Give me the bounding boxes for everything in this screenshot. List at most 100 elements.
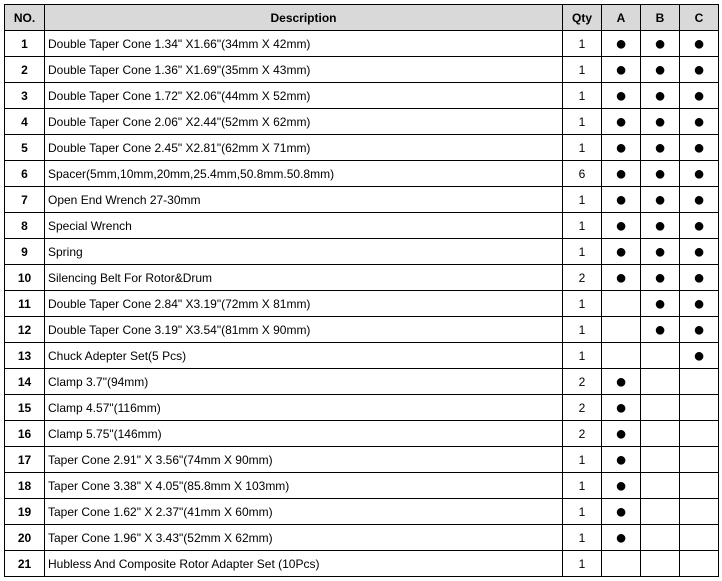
- parts-table: NO. Description Qty A B C 1Double Taper …: [4, 4, 719, 577]
- cell-a: ●: [602, 83, 641, 109]
- cell-no: 10: [5, 265, 45, 291]
- cell-no: 11: [5, 291, 45, 317]
- cell-qty: 6: [563, 161, 602, 187]
- cell-a: ●: [602, 109, 641, 135]
- cell-description: Spring: [45, 239, 563, 265]
- cell-c: ●: [680, 187, 719, 213]
- table-row: 15Clamp 4.57"(116mm)2●: [5, 395, 719, 421]
- table-row: 4Double Taper Cone 2.06" X2.44"(52mm X 6…: [5, 109, 719, 135]
- cell-description: Clamp 5.75"(146mm): [45, 421, 563, 447]
- cell-b: ●: [641, 135, 680, 161]
- cell-qty: 1: [563, 57, 602, 83]
- cell-no: 1: [5, 31, 45, 57]
- cell-a: ●: [602, 57, 641, 83]
- cell-a: ●: [602, 447, 641, 473]
- cell-c: ●: [680, 317, 719, 343]
- cell-description: Taper Cone 2.91" X 3.56"(74mm X 90mm): [45, 447, 563, 473]
- cell-b: ●: [641, 83, 680, 109]
- cell-qty: 1: [563, 447, 602, 473]
- cell-a: ●: [602, 187, 641, 213]
- cell-c: ●: [680, 83, 719, 109]
- cell-qty: 2: [563, 369, 602, 395]
- cell-c: ●: [680, 161, 719, 187]
- cell-c: ●: [680, 57, 719, 83]
- cell-qty: 1: [563, 291, 602, 317]
- table-row: 20Taper Cone 1.96" X 3.43"(52mm X 62mm)1…: [5, 525, 719, 551]
- col-header-c: C: [680, 5, 719, 31]
- cell-qty: 1: [563, 525, 602, 551]
- cell-b: [641, 343, 680, 369]
- cell-c: [680, 369, 719, 395]
- cell-description: Double Taper Cone 1.72" X2.06"(44mm X 52…: [45, 83, 563, 109]
- table-row: 21Hubless And Composite Rotor Adapter Se…: [5, 551, 719, 577]
- cell-b: ●: [641, 291, 680, 317]
- table-row: 6Spacer(5mm,10mm,20mm,25.4mm,50.8mm.50.8…: [5, 161, 719, 187]
- cell-description: Spacer(5mm,10mm,20mm,25.4mm,50.8mm.50.8m…: [45, 161, 563, 187]
- cell-c: [680, 551, 719, 577]
- cell-qty: 2: [563, 265, 602, 291]
- cell-description: Taper Cone 3.38" X 4.05"(85.8mm X 103mm): [45, 473, 563, 499]
- cell-a: [602, 343, 641, 369]
- cell-description: Special Wrench: [45, 213, 563, 239]
- cell-a: ●: [602, 369, 641, 395]
- cell-c: ●: [680, 213, 719, 239]
- cell-no: 18: [5, 473, 45, 499]
- cell-no: 3: [5, 83, 45, 109]
- cell-qty: 1: [563, 343, 602, 369]
- cell-description: Hubless And Composite Rotor Adapter Set …: [45, 551, 563, 577]
- table-row: 2Double Taper Cone 1.36" X1.69"(35mm X 4…: [5, 57, 719, 83]
- cell-qty: 2: [563, 395, 602, 421]
- cell-a: ●: [602, 473, 641, 499]
- cell-description: Double Taper Cone 1.36" X1.69"(35mm X 43…: [45, 57, 563, 83]
- cell-b: [641, 551, 680, 577]
- cell-no: 8: [5, 213, 45, 239]
- table-row: 10Silencing Belt For Rotor&Drum2●●●: [5, 265, 719, 291]
- cell-a: ●: [602, 213, 641, 239]
- cell-a: ●: [602, 499, 641, 525]
- cell-description: Double Taper Cone 3.19" X3.54"(81mm X 90…: [45, 317, 563, 343]
- cell-no: 5: [5, 135, 45, 161]
- cell-a: ●: [602, 239, 641, 265]
- cell-b: [641, 525, 680, 551]
- cell-b: [641, 473, 680, 499]
- table-row: 17Taper Cone 2.91" X 3.56"(74mm X 90mm)1…: [5, 447, 719, 473]
- cell-b: ●: [641, 317, 680, 343]
- col-header-no: NO.: [5, 5, 45, 31]
- cell-b: [641, 447, 680, 473]
- cell-c: ●: [680, 135, 719, 161]
- cell-qty: 1: [563, 499, 602, 525]
- cell-qty: 1: [563, 83, 602, 109]
- cell-a: ●: [602, 421, 641, 447]
- table-body: 1Double Taper Cone 1.34" X1.66"(34mm X 4…: [5, 31, 719, 577]
- table-row: 8Special Wrench1●●●: [5, 213, 719, 239]
- cell-qty: 2: [563, 421, 602, 447]
- cell-description: Double Taper Cone 1.34" X1.66"(34mm X 42…: [45, 31, 563, 57]
- cell-c: [680, 421, 719, 447]
- col-header-description: Description: [45, 5, 563, 31]
- cell-c: ●: [680, 343, 719, 369]
- cell-no: 4: [5, 109, 45, 135]
- cell-no: 16: [5, 421, 45, 447]
- cell-no: 2: [5, 57, 45, 83]
- cell-description: Chuck Adepter Set(5 Pcs): [45, 343, 563, 369]
- cell-c: [680, 473, 719, 499]
- header-row: NO. Description Qty A B C: [5, 5, 719, 31]
- col-header-qty: Qty: [563, 5, 602, 31]
- cell-b: ●: [641, 265, 680, 291]
- cell-description: Double Taper Cone 2.06" X2.44"(52mm X 62…: [45, 109, 563, 135]
- cell-b: ●: [641, 57, 680, 83]
- cell-b: ●: [641, 109, 680, 135]
- cell-qty: 1: [563, 31, 602, 57]
- cell-qty: 1: [563, 213, 602, 239]
- col-header-a: A: [602, 5, 641, 31]
- cell-qty: 1: [563, 239, 602, 265]
- cell-a: [602, 317, 641, 343]
- table-row: 12Double Taper Cone 3.19" X3.54"(81mm X …: [5, 317, 719, 343]
- cell-qty: 1: [563, 551, 602, 577]
- cell-description: Taper Cone 1.96" X 3.43"(52mm X 62mm): [45, 525, 563, 551]
- cell-b: ●: [641, 31, 680, 57]
- cell-c: [680, 525, 719, 551]
- cell-b: [641, 369, 680, 395]
- cell-c: ●: [680, 291, 719, 317]
- cell-description: Taper Cone 1.62" X 2.37"(41mm X 60mm): [45, 499, 563, 525]
